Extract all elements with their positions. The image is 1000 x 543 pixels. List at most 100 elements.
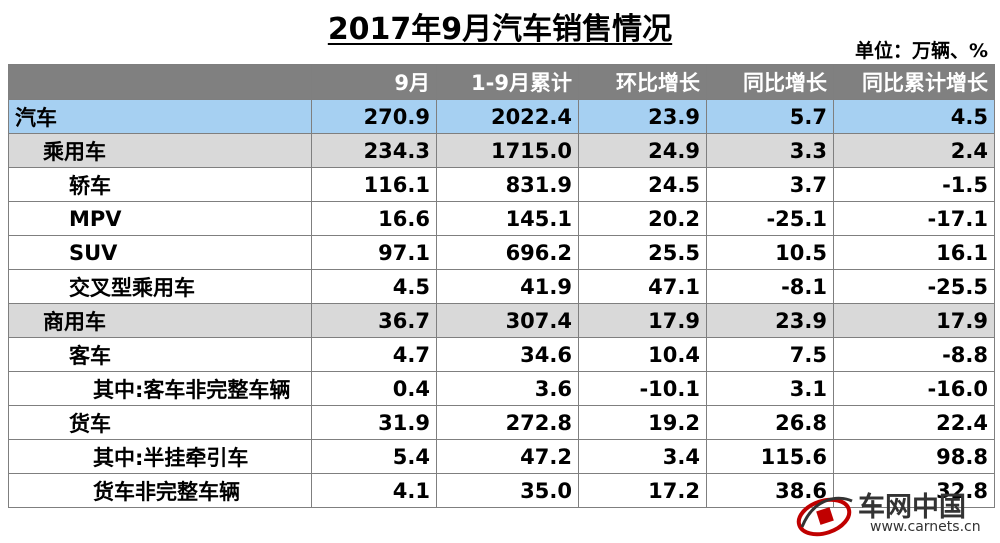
table-cell: 3.6 (436, 371, 579, 406)
row-label: 货车 (8, 405, 312, 440)
table-cell: 116.1 (311, 167, 437, 202)
table-cell: 24.9 (578, 133, 707, 168)
table-cell: -1.5 (833, 167, 995, 202)
table-cell: 17.2 (578, 473, 707, 508)
table-row: SUV 97.1 696.2 25.5 10.5 16.1 (8, 235, 995, 270)
table-cell: 5.7 (706, 99, 834, 134)
column-header: 同比累计增长 (833, 64, 995, 100)
table-cell: 35.0 (436, 473, 579, 508)
row-label: 其中:半挂牵引车 (8, 439, 312, 474)
table-cell: -25.5 (833, 269, 995, 304)
sales-table: 9月 1-9月累计 环比增长 同比增长 同比累计增长 汽车 270.9 2022.4… (8, 64, 995, 508)
table-body: 汽车 270.9 2022.4 23.9 5.7 4.5 乘用车 234.3 1715.0 24.… (8, 99, 995, 508)
table-cell: 115.6 (706, 439, 834, 474)
table-cell: 22.4 (833, 405, 995, 440)
table-row: 汽车 270.9 2022.4 23.9 5.7 4.5 (8, 99, 995, 134)
table-cell: 23.9 (706, 303, 834, 338)
row-label: 货车非完整车辆 (8, 473, 312, 508)
table-cell: 16.6 (311, 201, 437, 236)
table-cell: 4.5 (311, 269, 437, 304)
table-row: 其中:客车非完整车辆 0.4 3.6 -10.1 3.1 -16.0 (8, 371, 995, 406)
table-cell: 36.7 (311, 303, 437, 338)
table-cell: 3.1 (706, 371, 834, 406)
table-cell: 696.2 (436, 235, 579, 270)
table-cell: -25.1 (706, 201, 834, 236)
table-cell: 4.5 (833, 99, 995, 134)
table-cell: 145.1 (436, 201, 579, 236)
table-cell: 26.8 (706, 405, 834, 440)
row-label: MPV (8, 201, 312, 236)
column-header: 9月 (311, 64, 437, 100)
row-label: 其中:客车非完整车辆 (8, 371, 312, 406)
title-text: 2017年9月汽车销售情况 (327, 12, 673, 47)
table-row: 客车 4.7 34.6 10.4 7.5 -8.8 (8, 337, 995, 372)
table-cell: 4.1 (311, 473, 437, 508)
table-cell: 3.4 (578, 439, 707, 474)
unit-label: 单位：万辆、% (854, 40, 988, 62)
table-cell: 98.8 (833, 439, 995, 474)
table-cell: 272.8 (436, 405, 579, 440)
table-row: 交叉型乘用车 4.5 41.9 47.1 -8.1 -25.5 (8, 269, 995, 304)
watermark-url: www.carnets.cn (870, 519, 981, 535)
row-label: 客车 (8, 337, 312, 372)
column-header: 同比增长 (706, 64, 834, 100)
table-cell: 831.9 (436, 167, 579, 202)
table-cell: 3.7 (706, 167, 834, 202)
table-cell: 38.6 (706, 473, 834, 508)
row-label: SUV (8, 235, 312, 270)
table-cell: 1715.0 (436, 133, 579, 168)
table-cell: 32.8 (833, 473, 995, 508)
table-cell: 270.9 (311, 99, 437, 134)
table-row: 商用车 36.7 307.4 17.9 23.9 17.9 (8, 303, 995, 338)
column-header: 1-9月累计 (436, 64, 579, 100)
column-header (8, 64, 312, 100)
table-cell: 24.5 (578, 167, 707, 202)
table-row: 乘用车 234.3 1715.0 24.9 3.3 2.4 (8, 133, 995, 168)
table-cell: -8.1 (706, 269, 834, 304)
table-cell: -8.8 (833, 337, 995, 372)
table-cell: 97.1 (311, 235, 437, 270)
table-cell: 5.4 (311, 439, 437, 474)
table-cell: 17.9 (578, 303, 707, 338)
table-header-row: 9月 1-9月累计 环比增长 同比增长 同比累计增长 (8, 64, 995, 100)
table-cell: 7.5 (706, 337, 834, 372)
table-cell: 2.4 (833, 133, 995, 168)
row-label: 乘用车 (8, 133, 312, 168)
table-cell: 4.7 (311, 337, 437, 372)
table-cell: -16.0 (833, 371, 995, 406)
table-cell: 0.4 (311, 371, 437, 406)
table-cell: 31.9 (311, 405, 437, 440)
table-cell: 47.2 (436, 439, 579, 474)
table-cell: -10.1 (578, 371, 707, 406)
table-cell: 23.9 (578, 99, 707, 134)
table-cell: 307.4 (436, 303, 579, 338)
watermark: 车网中国 www.carnets.cn (794, 485, 994, 541)
table-cell: 234.3 (311, 133, 437, 168)
watermark-brand: 车网中国 (858, 492, 966, 523)
column-header: 环比增长 (578, 64, 707, 100)
table-cell: 34.6 (436, 337, 579, 372)
table-cell: 16.1 (833, 235, 995, 270)
carnets-logo-icon (796, 496, 853, 537)
table-row: 其中:半挂牵引车 5.4 47.2 3.4 115.6 98.8 (8, 439, 995, 474)
table-cell: 41.9 (436, 269, 579, 304)
table-cell: 47.1 (578, 269, 707, 304)
table-cell: 25.5 (578, 235, 707, 270)
row-label: 汽车 (8, 99, 312, 134)
table-row: 货车非完整车辆 4.1 35.0 17.2 38.6 32.8 (8, 473, 995, 508)
table-cell: 20.2 (578, 201, 707, 236)
table-cell: 10.5 (706, 235, 834, 270)
table-row: MPV 16.6 145.1 20.2 -25.1 -17.1 (8, 201, 995, 236)
table-row: 轿车 116.1 831.9 24.5 3.7 -1.5 (8, 167, 995, 202)
row-label: 交叉型乘用车 (8, 269, 312, 304)
page-title: 2017年9月汽车销售情况 (0, 4, 1000, 48)
table-cell: 3.3 (706, 133, 834, 168)
table-cell: 17.9 (833, 303, 995, 338)
table-cell: 10.4 (578, 337, 707, 372)
table-row: 货车 31.9 272.8 19.2 26.8 22.4 (8, 405, 995, 440)
row-label: 商用车 (8, 303, 312, 338)
table-cell: 2022.4 (436, 99, 579, 134)
row-label: 轿车 (8, 167, 312, 202)
table-cell: -17.1 (833, 201, 995, 236)
table-cell: 19.2 (578, 405, 707, 440)
